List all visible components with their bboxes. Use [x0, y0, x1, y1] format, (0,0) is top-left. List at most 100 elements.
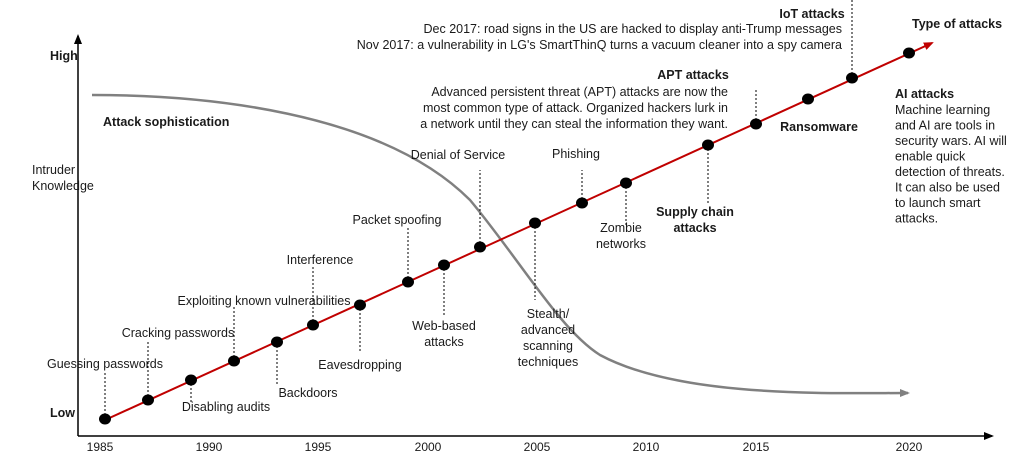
- description-line: Advanced persistent threat (APT) attacks…: [431, 85, 728, 99]
- event-label: Phishing: [552, 147, 600, 161]
- event-dos: Denial of Service: [411, 148, 506, 253]
- event-cracking: Cracking passwords: [122, 326, 235, 406]
- event-marker: [620, 177, 632, 189]
- event-iot: IoT attacks: [779, 0, 858, 84]
- description-line: enable quick: [895, 150, 966, 164]
- description-ai_desc: Machine learning and AI are tools in secur…: [895, 103, 1007, 226]
- x-tick-label: 2000: [415, 440, 442, 454]
- event-packet: Packet spoofing: [353, 213, 442, 288]
- event-label-line: Guessing passwords: [47, 357, 163, 371]
- event-guessing: Guessing passwords: [47, 357, 163, 425]
- description-line: It can also be used: [895, 181, 1000, 195]
- event-phishing: Phishing: [552, 147, 600, 209]
- event-backdoors: Backdoors: [271, 336, 338, 400]
- description-line: detection of threats.: [895, 165, 1005, 179]
- event-marker: [185, 374, 197, 386]
- event-ransomware: Ransomware: [780, 93, 858, 134]
- event-label: Stealth/advanced scanning techniques: [518, 307, 578, 369]
- x-tick-label: 1995: [305, 440, 332, 454]
- description-apt_desc: Advanced persistent threat (APT) attacks…: [420, 85, 728, 131]
- event-label: IoT attacks: [779, 7, 844, 21]
- event-label: Cracking passwords: [122, 326, 235, 340]
- event-marker: [750, 118, 762, 130]
- event-label-line: networks: [596, 237, 646, 251]
- event-marker: [576, 197, 588, 209]
- event-interference: Interference: [287, 253, 354, 331]
- event-label-line: Interference: [287, 253, 354, 267]
- description-line: Nov 2017: a vulnerability in LG's SmartT…: [357, 38, 842, 52]
- event-marker: [529, 217, 541, 229]
- event-marker: [474, 241, 486, 253]
- x-tick-label: 2005: [524, 440, 551, 454]
- event-label-line: Cracking passwords: [122, 326, 235, 340]
- event-label-line: Packet spoofing: [353, 213, 442, 227]
- event-label-line: Zombie: [600, 221, 642, 235]
- event-label: Eavesdropping: [318, 358, 401, 372]
- event-label: Backdoors: [278, 386, 337, 400]
- description-line: and AI are tools in: [895, 119, 995, 133]
- event-label: Packet spoofing: [353, 213, 442, 227]
- event-label: Ransomware: [780, 120, 858, 134]
- event-marker: [702, 139, 714, 151]
- event-label-line: Denial of Service: [411, 148, 506, 162]
- event-label: Supply chain attacks: [656, 205, 734, 235]
- event-label-line: APT attacks: [657, 68, 729, 82]
- event-label-line: AI attacks: [895, 87, 954, 101]
- attack-types-trend-line: [104, 42, 934, 421]
- event-label-line: Exploiting known vulnerabilities: [177, 294, 350, 308]
- event-label-line: scanning: [523, 339, 573, 353]
- x-tick-label: 2010: [633, 440, 660, 454]
- text-line: Knowledge: [32, 179, 94, 193]
- y-low-label: Low: [50, 406, 75, 420]
- event-label-line: attacks: [424, 335, 464, 349]
- event-label-line: Backdoors: [278, 386, 337, 400]
- event-marker: [846, 72, 858, 84]
- event-marker: [228, 355, 240, 367]
- event-marker: [438, 259, 450, 271]
- event-webbased: Web-based attacks: [412, 259, 476, 349]
- event-label-line: Eavesdropping: [318, 358, 401, 372]
- event-label-line: Supply chain: [656, 205, 734, 219]
- event-label-line: Disabling audits: [182, 400, 270, 414]
- event-marker: [142, 394, 154, 406]
- event-marker: [802, 93, 814, 105]
- event-label: Denial of Service: [411, 148, 506, 162]
- event-label-line: IoT attacks: [779, 7, 844, 21]
- event-apt: APT attacks: [657, 68, 762, 130]
- event-marker: [307, 319, 319, 331]
- event-label: Disabling audits: [182, 400, 270, 414]
- text-line: Intruder: [32, 163, 75, 177]
- event-label-line: Web-based: [412, 319, 476, 333]
- event-label: Interference: [287, 253, 354, 267]
- x-tick-label: 2020: [896, 440, 923, 454]
- event-marker: [354, 299, 366, 311]
- x-tick-label: 2015: [743, 440, 770, 454]
- description-line: most common type of attack. Organized ha…: [423, 101, 728, 115]
- event-supply: Supply chain attacks: [656, 139, 734, 235]
- event-label-line: attacks: [673, 221, 716, 235]
- event-label-line: advanced: [521, 323, 575, 337]
- event-label: APT attacks: [657, 68, 729, 82]
- event-disabling: Disabling audits: [182, 374, 270, 414]
- x-tick-labels: 1985 1990 1995 2000 2005 2010 2015 2020: [87, 440, 923, 454]
- x-tick-label: 1985: [87, 440, 114, 454]
- description-line: attacks.: [895, 212, 938, 226]
- event-ai: AI attacks: [895, 47, 954, 101]
- event-zombie: Zombie networks: [596, 177, 646, 251]
- event-label-line: Stealth/: [527, 307, 570, 321]
- event-label-line: Phishing: [552, 147, 600, 161]
- y-axis-label: Intruder Knowledge: [32, 163, 94, 193]
- event-label: Guessing passwords: [47, 357, 163, 371]
- event-label: Zombie networks: [596, 221, 646, 251]
- description-line: security wars. AI will: [895, 134, 1007, 148]
- event-marker: [99, 413, 111, 425]
- event-label-line: Ransomware: [780, 120, 858, 134]
- event-marker: [271, 336, 283, 348]
- description-line: a network until they can steal the infor…: [420, 117, 728, 131]
- type-of-attacks-label: Type of attacks: [912, 17, 1002, 31]
- attack-events: Guessing passwords Cracking passwords Disa…: [47, 0, 1007, 425]
- description-line: to launch smart: [895, 196, 981, 210]
- attack-sophistication-label: Attack sophistication: [103, 115, 229, 129]
- event-marker: [903, 47, 915, 59]
- x-tick-label: 1990: [196, 440, 223, 454]
